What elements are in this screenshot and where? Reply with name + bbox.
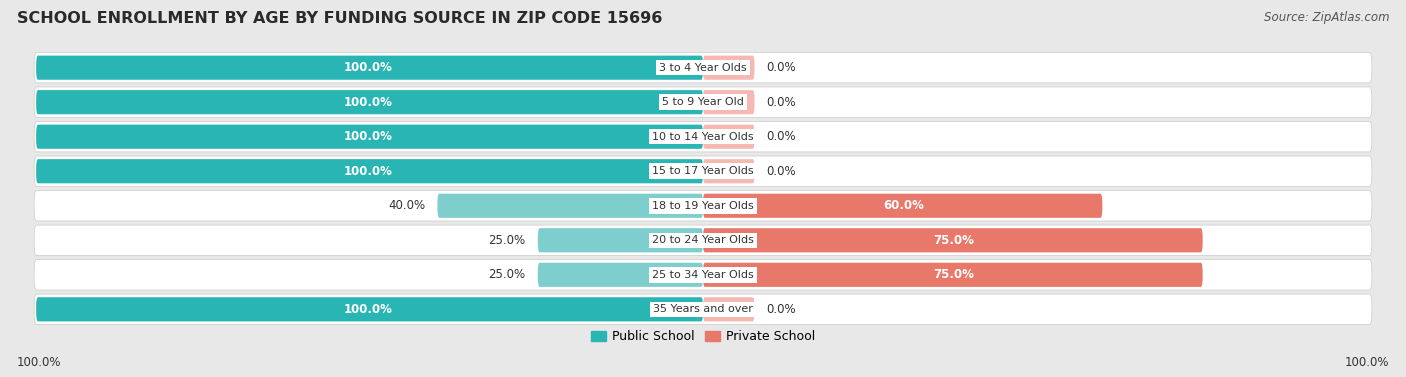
FancyBboxPatch shape — [34, 225, 1372, 256]
Text: 100.0%: 100.0% — [344, 96, 394, 109]
FancyBboxPatch shape — [703, 159, 755, 183]
Text: 25 to 34 Year Olds: 25 to 34 Year Olds — [652, 270, 754, 280]
Text: 100.0%: 100.0% — [344, 165, 394, 178]
Text: 75.0%: 75.0% — [934, 268, 974, 281]
Text: 0.0%: 0.0% — [766, 61, 796, 74]
Legend: Public School, Private School: Public School, Private School — [586, 325, 820, 348]
FancyBboxPatch shape — [703, 125, 755, 149]
Text: 18 to 19 Year Olds: 18 to 19 Year Olds — [652, 201, 754, 211]
FancyBboxPatch shape — [703, 55, 755, 80]
Text: 25.0%: 25.0% — [489, 268, 526, 281]
FancyBboxPatch shape — [703, 228, 1202, 252]
Text: 0.0%: 0.0% — [766, 303, 796, 316]
FancyBboxPatch shape — [37, 297, 703, 322]
Text: 100.0%: 100.0% — [344, 130, 394, 143]
Text: 100.0%: 100.0% — [344, 303, 394, 316]
FancyBboxPatch shape — [537, 263, 703, 287]
Text: 25.0%: 25.0% — [489, 234, 526, 247]
Text: 15 to 17 Year Olds: 15 to 17 Year Olds — [652, 166, 754, 176]
FancyBboxPatch shape — [34, 52, 1372, 83]
FancyBboxPatch shape — [37, 55, 703, 80]
FancyBboxPatch shape — [34, 156, 1372, 187]
Text: 20 to 24 Year Olds: 20 to 24 Year Olds — [652, 235, 754, 245]
FancyBboxPatch shape — [703, 90, 755, 114]
Text: 0.0%: 0.0% — [766, 130, 796, 143]
FancyBboxPatch shape — [34, 294, 1372, 325]
FancyBboxPatch shape — [34, 260, 1372, 290]
Text: Source: ZipAtlas.com: Source: ZipAtlas.com — [1264, 11, 1389, 24]
FancyBboxPatch shape — [703, 194, 1102, 218]
Text: 75.0%: 75.0% — [934, 234, 974, 247]
FancyBboxPatch shape — [37, 159, 703, 183]
FancyBboxPatch shape — [34, 87, 1372, 117]
Text: 5 to 9 Year Old: 5 to 9 Year Old — [662, 97, 744, 107]
Text: 35 Years and over: 35 Years and over — [652, 304, 754, 314]
Text: SCHOOL ENROLLMENT BY AGE BY FUNDING SOURCE IN ZIP CODE 15696: SCHOOL ENROLLMENT BY AGE BY FUNDING SOUR… — [17, 11, 662, 26]
FancyBboxPatch shape — [34, 190, 1372, 221]
Text: 100.0%: 100.0% — [17, 357, 62, 369]
FancyBboxPatch shape — [703, 297, 755, 322]
Text: 0.0%: 0.0% — [766, 165, 796, 178]
Text: 100.0%: 100.0% — [1344, 357, 1389, 369]
Text: 3 to 4 Year Olds: 3 to 4 Year Olds — [659, 63, 747, 73]
Text: 40.0%: 40.0% — [388, 199, 426, 212]
Text: 0.0%: 0.0% — [766, 96, 796, 109]
Text: 60.0%: 60.0% — [883, 199, 924, 212]
FancyBboxPatch shape — [437, 194, 703, 218]
Text: 100.0%: 100.0% — [344, 61, 394, 74]
FancyBboxPatch shape — [537, 228, 703, 252]
FancyBboxPatch shape — [37, 90, 703, 114]
FancyBboxPatch shape — [34, 121, 1372, 152]
FancyBboxPatch shape — [703, 263, 1202, 287]
FancyBboxPatch shape — [37, 125, 703, 149]
Text: 10 to 14 Year Olds: 10 to 14 Year Olds — [652, 132, 754, 142]
